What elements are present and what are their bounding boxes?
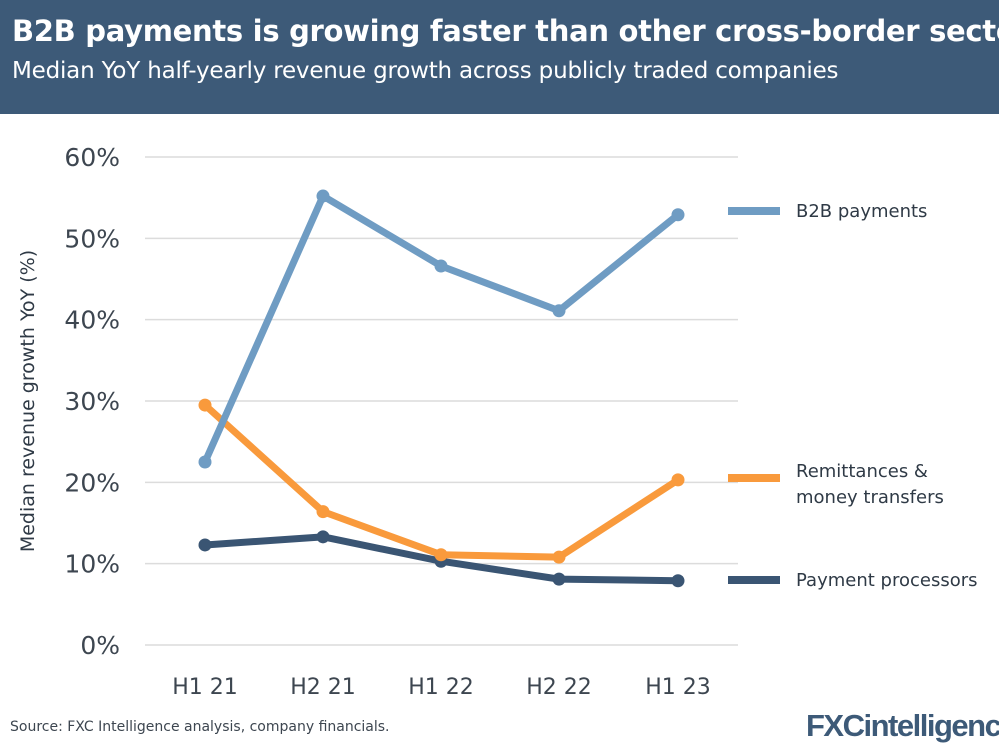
data-point — [434, 259, 448, 273]
chart-title: B2B payments is growing faster than othe… — [12, 14, 999, 48]
y-tick-label: 60% — [64, 143, 120, 172]
data-point — [552, 572, 566, 586]
logo-text: FXCintelligence — [806, 708, 999, 743]
x-tick-label: H1 22 — [408, 675, 474, 700]
legend-label: Remittances & — [796, 461, 928, 482]
data-point — [671, 473, 685, 487]
x-tick-label: H2 22 — [526, 675, 592, 700]
y-axis-label: Median revenue growth YoY (%) — [17, 250, 39, 552]
series-line — [202, 402, 680, 561]
data-point — [316, 530, 330, 544]
chart-subtitle: Median YoY half-yearly revenue growth ac… — [12, 58, 839, 84]
y-tick-label: 20% — [64, 468, 120, 497]
chart-header: B2B payments is growing faster than othe… — [0, 0, 999, 114]
x-tick-label: H2 21 — [290, 675, 356, 700]
x-tick-label: H1 23 — [645, 675, 711, 700]
data-point — [434, 548, 448, 562]
data-point — [316, 189, 330, 203]
legend-label: money transfers — [796, 487, 944, 508]
data-point — [198, 398, 212, 412]
y-tick-label: 50% — [64, 224, 120, 253]
data-point — [198, 455, 212, 469]
data-point — [552, 304, 566, 318]
data-point — [671, 208, 685, 222]
y-tick-label: 0% — [80, 631, 120, 660]
data-point — [316, 505, 330, 519]
y-tick-label: 30% — [64, 387, 120, 416]
source-note: Source: FXC Intelligence analysis, compa… — [10, 719, 390, 735]
x-tick-label: H1 21 — [172, 675, 238, 700]
data-point — [671, 574, 685, 588]
data-point — [552, 550, 566, 564]
y-tick-label: 40% — [64, 306, 120, 335]
data-point — [198, 538, 212, 552]
y-tick-label: 10% — [64, 550, 120, 579]
series-line — [201, 192, 681, 464]
legend-label: Payment processors — [796, 570, 978, 591]
fxc-logo: FXCintelligence™ — [806, 708, 999, 744]
legend-label: B2B payments — [796, 201, 927, 222]
